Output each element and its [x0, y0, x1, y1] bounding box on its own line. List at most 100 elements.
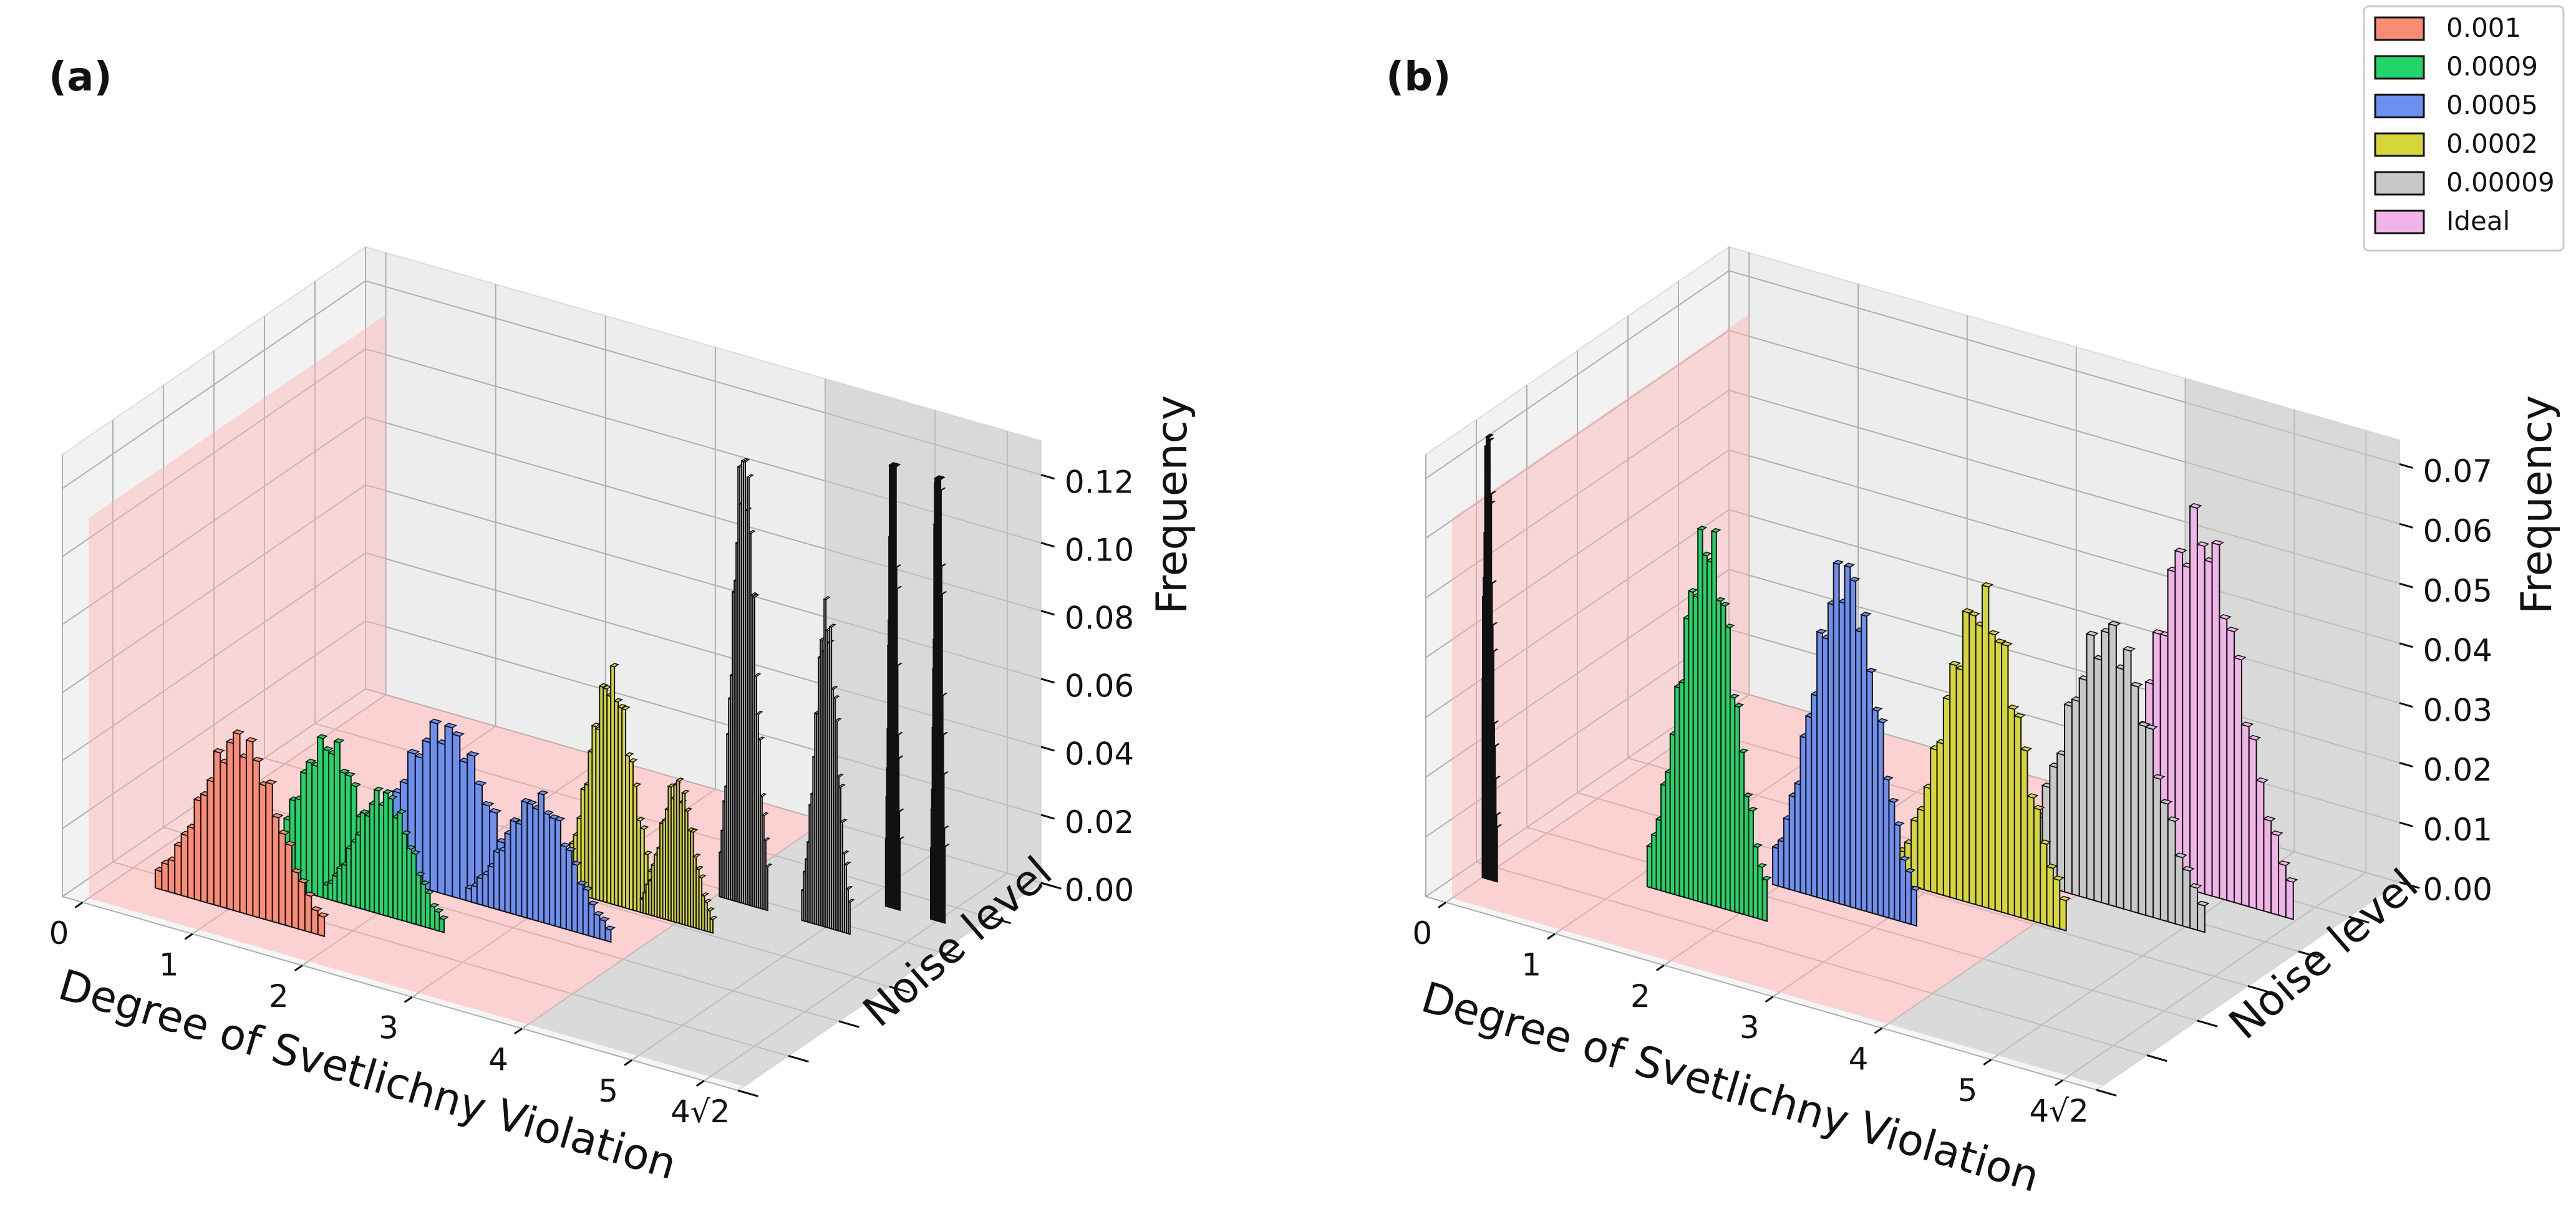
histogram-bar [1788, 794, 1796, 892]
histogram-bar-top [382, 789, 394, 794]
z-tick-label: 0.07 [2423, 453, 2492, 489]
histogram-bar-top [2189, 883, 2202, 889]
histogram-bar [239, 755, 247, 915]
panel-b-label: (b) [1386, 54, 1451, 100]
histogram-bar-top [1729, 693, 1740, 699]
y-tick-mark [2247, 985, 2269, 993]
histogram-bar [2196, 543, 2206, 895]
histogram-bar [493, 850, 500, 911]
histogram-bar [2071, 698, 2080, 897]
histogram-bar-top [1816, 628, 1828, 634]
x-tick-label: 2 [269, 978, 289, 1014]
histogram-bar-top [429, 718, 443, 724]
histogram-bar-top [419, 880, 430, 885]
histogram-bar [2145, 726, 2154, 918]
y-tick-mark [2298, 950, 2319, 958]
x-tick-label: 5 [598, 1073, 618, 1109]
histogram-bar-top [305, 758, 317, 764]
histogram-bar [1772, 845, 1779, 887]
histogram-bar-top [1486, 433, 1493, 438]
histogram-bar [226, 741, 235, 912]
histogram-bar [1838, 600, 1846, 907]
histogram-bar-top [628, 758, 638, 763]
histogram-bar-top [322, 746, 334, 752]
histogram-bar-top [845, 885, 853, 890]
z-gridline [62, 416, 1042, 625]
histogram-bar [1757, 865, 1763, 921]
histogram-bar-top [1877, 718, 1889, 724]
histogram-bar [187, 825, 195, 900]
histogram-bar [2285, 879, 2294, 921]
x-tick-mark [1655, 964, 1665, 971]
z-tick-label: 0.04 [1065, 736, 1134, 772]
histogram-bar-top [317, 912, 329, 918]
panel-a-y-ticks [737, 882, 1062, 1097]
histogram-bar-top [895, 585, 903, 590]
panel-a-bars [154, 458, 950, 943]
histogram-bar [387, 797, 394, 919]
histogram-bar [709, 918, 714, 934]
x-tick-label: 1 [1521, 946, 1541, 983]
z-tick-label: 0.10 [1065, 532, 1134, 569]
histogram-bar [1849, 579, 1857, 910]
histogram-bar [1910, 819, 1919, 889]
x-tick-mark [1765, 996, 1774, 1003]
histogram-bar-top [898, 836, 905, 840]
histogram-bar [206, 779, 215, 906]
histogram-bar-top [509, 817, 521, 822]
histogram-bar [2056, 752, 2066, 893]
histogram-bar [1899, 858, 1907, 924]
histogram-bar-top [703, 898, 712, 903]
histogram-bar [444, 724, 453, 898]
histogram-bar-top [2020, 746, 2033, 752]
histogram-bar [415, 873, 422, 927]
histogram-bar-top [284, 840, 297, 847]
histogram-bar [2115, 666, 2124, 910]
histogram-bar-top [1743, 792, 1754, 797]
histogram-bar-top [1832, 559, 1844, 565]
histogram-bar [1811, 693, 1818, 898]
histogram-bar-top [1715, 597, 1726, 602]
histogram-bar-top [1756, 863, 1768, 869]
histogram-bar [161, 862, 169, 893]
z-tick-label: 0.03 [2423, 692, 2492, 728]
histogram-bar-top [271, 812, 284, 819]
histogram-bar [1697, 527, 1703, 903]
histogram-bar [2033, 807, 2041, 925]
histogram-bar-top [373, 786, 384, 792]
histogram-bar [487, 865, 495, 910]
legend-swatch [2374, 171, 2425, 196]
histogram-bar-top [1968, 611, 1981, 617]
z-tick-label: 0.00 [1065, 872, 1134, 908]
histogram-bar [2130, 683, 2139, 914]
histogram-bar-top [405, 845, 417, 850]
histogram-bar [559, 844, 567, 930]
histogram-bar-top [2007, 704, 2020, 710]
x-tick-label: 1 [159, 947, 179, 983]
histogram-bar [1743, 794, 1750, 917]
histogram-bar-top [752, 594, 760, 599]
histogram-bar-top [2026, 793, 2039, 799]
histogram-bar-top [251, 756, 264, 763]
histogram-bar [1917, 807, 1925, 891]
histogram-bar-top [429, 903, 440, 908]
histogram-bar [498, 849, 506, 913]
histogram-bar-top [942, 825, 949, 830]
histogram-bar [521, 800, 528, 919]
x-tick-label: 4√2 [671, 1094, 730, 1130]
z-gridline [1425, 330, 2400, 539]
histogram-bar-top [1761, 875, 1772, 881]
histogram-bar [2182, 564, 2191, 891]
x-tick-mark [1547, 933, 1556, 940]
histogram-bar [278, 832, 286, 926]
x-tick-mark [184, 933, 193, 940]
z-tick-mark [2399, 761, 2413, 768]
histogram-bar-top [571, 860, 583, 866]
histogram-bar-top [1489, 491, 1496, 495]
histogram-bar-top [939, 476, 946, 481]
histogram-bar [1949, 663, 1957, 900]
classical-floor-region [528, 820, 1041, 1087]
histogram-bar [1871, 708, 1879, 916]
y-tick-mark [2399, 881, 2420, 889]
histogram-bar [1655, 818, 1662, 892]
